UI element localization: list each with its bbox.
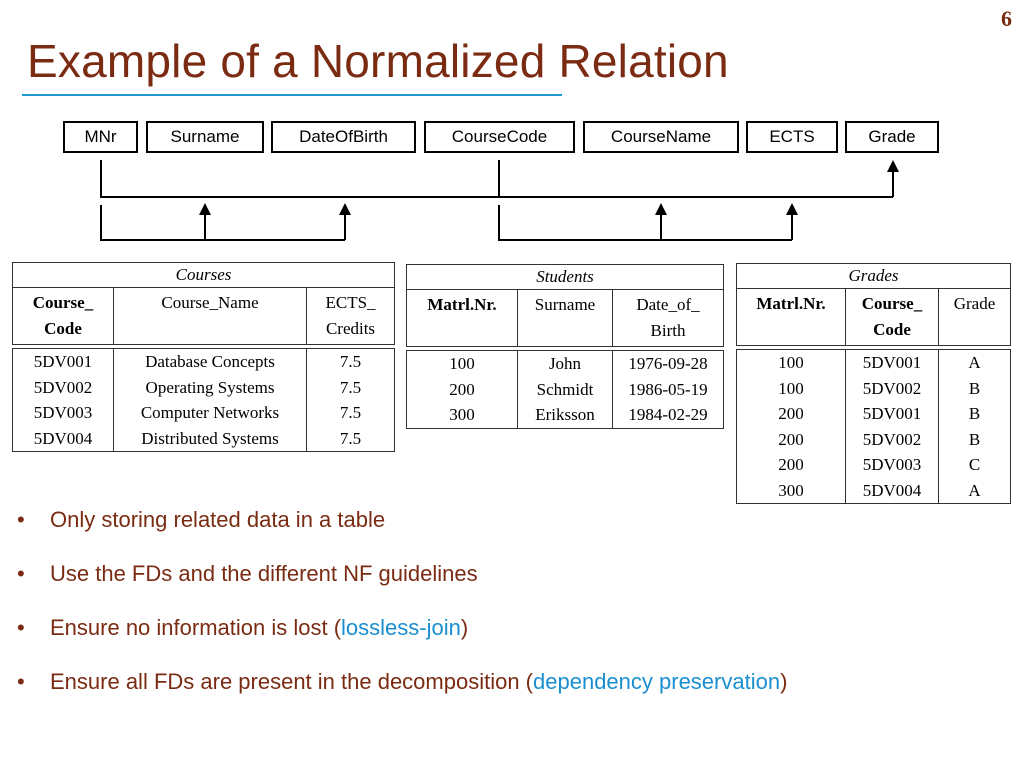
highlight-term: lossless-join xyxy=(341,615,461,640)
table-row: 5DV004 Distributed Systems 7.5 xyxy=(12,425,395,452)
functional-dependency-arrows xyxy=(100,160,899,241)
table-row: 5DV001 Database Concepts 7.5 xyxy=(12,348,395,375)
table-caption: Grades xyxy=(736,263,1011,289)
arrowhead-grade xyxy=(887,160,899,172)
slide-title: Example of a Normalized Relation xyxy=(27,35,729,87)
column-header: Surname xyxy=(517,289,613,347)
slide-number: 6 xyxy=(1001,6,1012,31)
column-header: Grade xyxy=(938,288,1011,346)
grades-table: Grades Matrl.Nr. Course_ Code Grade 100 5D… xyxy=(736,263,1011,504)
column-header: ECTS_ Credits xyxy=(306,287,395,345)
column-header: Matrl.Nr. xyxy=(736,288,846,346)
bullet-item: • Ensure no information is lost (lossless… xyxy=(14,613,787,667)
table-row: 5DV002 Operating Systems 7.5 xyxy=(12,374,395,400)
attribute-dateofbirth: DateOfBirth xyxy=(271,121,416,153)
fd-line-course xyxy=(498,205,792,241)
table-row: 100 John 1976-09-28 xyxy=(406,350,724,377)
bullet-icon: • xyxy=(17,561,25,586)
table-caption: Courses xyxy=(12,262,395,288)
attribute-grade: Grade xyxy=(845,121,939,153)
table-row: 200 5DV003 C xyxy=(736,452,1011,478)
column-header: Matrl.Nr. xyxy=(406,289,518,347)
fd-line-student xyxy=(100,205,345,241)
attribute-ects: ECTS xyxy=(746,121,838,153)
arrowhead-coursename xyxy=(655,203,667,215)
title-underline xyxy=(22,94,562,96)
attribute-mnr: MNr xyxy=(63,121,138,153)
column-header: Date_of_ Birth xyxy=(612,289,724,347)
bullet-list: • Only storing related data in a table • U… xyxy=(14,505,787,721)
attribute-coursename: CourseName xyxy=(583,121,739,153)
arrowhead-dateofbirth xyxy=(339,203,351,215)
table-row: 5DV003 Computer Networks 7.5 xyxy=(12,400,395,426)
column-header: Course_ Code xyxy=(12,287,114,345)
bullet-item: • Ensure all FDs are present in the decom… xyxy=(14,667,787,721)
attribute-surname: Surname xyxy=(146,121,264,153)
bullet-item: • Only storing related data in a table xyxy=(14,505,787,559)
table-row: 100 5DV002 B xyxy=(736,375,1011,401)
bullet-icon: • xyxy=(17,507,25,532)
students-table: Students Matrl.Nr. Surname Date_of_ Birth… xyxy=(406,264,724,429)
arrowhead-surname xyxy=(199,203,211,215)
bullet-icon: • xyxy=(17,615,25,640)
attribute-coursecode: CourseCode xyxy=(424,121,575,153)
table-row: 200 5DV002 B xyxy=(736,426,1011,452)
table-row: 300 Eriksson 1984-02-29 xyxy=(406,402,724,429)
table-caption: Students xyxy=(406,264,724,290)
table-row: 100 5DV001 A xyxy=(736,349,1011,376)
column-header: Course_ Code xyxy=(845,288,939,346)
column-header: Course_Name xyxy=(113,287,307,345)
bullet-item: • Use the FDs and the different NF guidel… xyxy=(14,559,787,613)
courses-table: Courses Course_ Code Course_Name ECTS_ Cre… xyxy=(12,262,395,452)
table-row: 300 5DV004 A xyxy=(736,477,1011,504)
fd-line-grade xyxy=(100,160,893,198)
bullet-icon: • xyxy=(17,669,25,694)
arrowhead-ects xyxy=(786,203,798,215)
table-row: 200 5DV001 B xyxy=(736,401,1011,427)
highlight-term: dependency preservation xyxy=(533,669,781,694)
table-row: 200 Schmidt 1986-05-19 xyxy=(406,376,724,402)
